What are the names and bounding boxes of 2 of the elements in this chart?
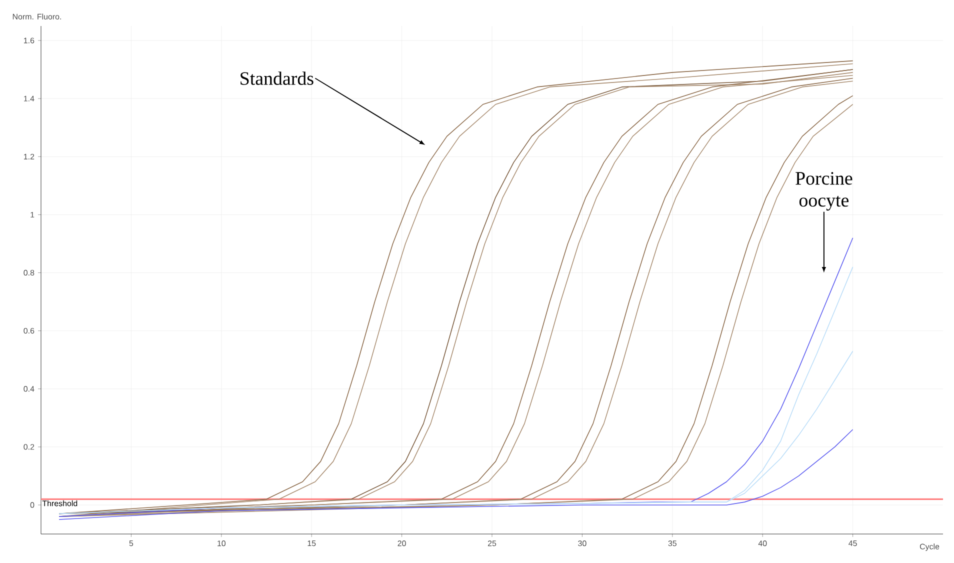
annotation: Standards [240,72,314,85]
annotation: Porcine oocyte [796,172,852,211]
